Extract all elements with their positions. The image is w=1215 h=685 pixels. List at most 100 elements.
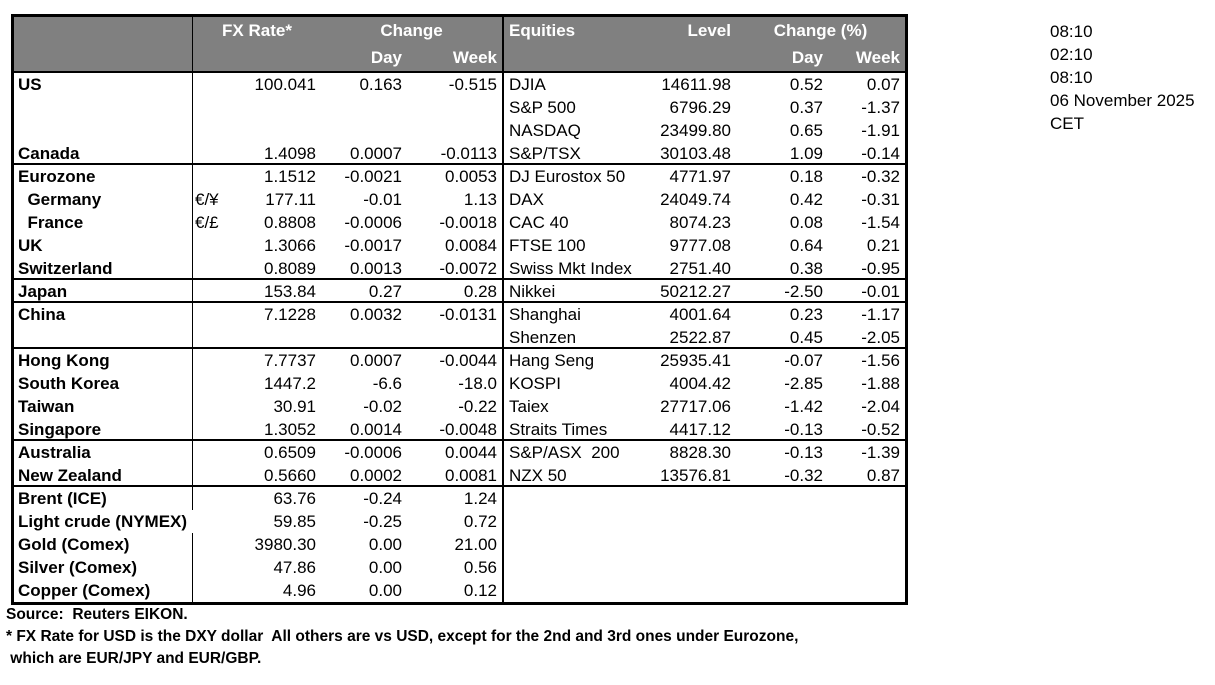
fx-week-change-value: -0.0048 [407,418,504,439]
equity-index-label: S&P 500 [509,98,576,117]
equity-day-change-value: -0.07 [784,351,823,370]
currency-pair-label [193,418,241,439]
equity-level-value: 25935.41 [660,351,731,370]
header-eq-week: Week [855,48,900,67]
table-row: Germany €/¥ 177.11 -0.01 1.13 DAX 24049.74 0.42… [14,188,905,211]
equity-index-label [504,556,646,579]
equity-index-label [504,579,646,602]
fx-day-change-value: -0.02 [363,397,402,416]
region-label: Eurozone [14,165,193,188]
fx-week-change-value: -0.0018 [407,211,504,234]
fx-week-change-value: 0.56 [407,556,504,579]
region-label: France [14,211,193,234]
currency-pair-label: €/£ [195,213,219,232]
equity-week-change-value: -1.56 [861,351,900,370]
fx-rate-value: 7.7737 [264,351,316,370]
equity-day-change-value [736,510,828,533]
fx-week-change-value: 0.12 [407,579,504,602]
equity-week-change-value: -1.39 [861,443,900,462]
equity-week-change-value [828,487,905,510]
fx-week-change-value: 1.13 [407,188,504,211]
table-row: South Korea 1447.2 -6.6 -18.0 KOSPI 4004.42 -2… [14,372,905,395]
currency-pair-label [193,441,241,464]
equity-week-change-value: -0.01 [861,282,900,301]
header-empty-cell [504,44,736,71]
equity-index-label: NZX 50 [509,466,567,485]
equity-week-change-value: 0.87 [866,466,900,485]
region-label: Brent (ICE) [14,487,193,510]
equity-index-label: S&P/TSX [509,144,581,163]
header-change: Change [321,17,504,44]
region-label: Silver (Comex) [14,556,193,579]
equity-week-change-value: -0.52 [861,420,900,439]
timestamp-line: CET [1050,114,1084,133]
fx-week-change-value: 0.72 [407,510,504,533]
equity-week-change-value: -0.14 [861,144,900,163]
equity-level-value: 50212.27 [660,282,731,301]
equity-level-value: 2751.40 [669,259,731,278]
equity-week-change-value: -2.05 [861,328,900,347]
equity-level-value [646,533,736,556]
currency-pair-label [193,73,241,96]
header-empty-cell [14,17,193,44]
fx-rate-value [241,96,321,119]
currency-pair-label [193,165,241,188]
equity-week-change-value: -0.32 [861,167,900,186]
header-fx-week: Week [407,44,504,71]
equity-day-change-value: 0.23 [789,305,823,324]
equity-week-change-value: -1.88 [861,374,900,393]
fx-day-change-value: 0.163 [359,75,402,94]
fx-day-change-value: -0.24 [363,489,402,508]
equity-index-label: S&P/ASX 200 [509,443,620,462]
equity-index-label: Nikkei [509,282,556,301]
equity-index-label: Shenzen [509,328,577,347]
equity-day-change-value: 0.65 [789,121,823,140]
region-label [14,119,193,142]
equity-week-change-value: -1.54 [861,213,900,232]
equity-day-change-value [736,533,828,556]
equity-day-change-value: 0.37 [789,98,823,117]
equity-index-label: Taiex [509,397,549,416]
header-equities: Equities [509,21,576,40]
fx-rate-value: 0.6509 [264,443,316,462]
fx-day-change-value: -0.01 [363,190,402,209]
fx-rate-value: 0.5660 [264,466,316,485]
fx-rate-value: 7.1228 [264,305,316,324]
fx-week-change-value: -18.0 [407,372,504,395]
fx-week-change-value: -0.22 [407,395,504,418]
region-label: Copper (Comex) [14,579,193,602]
equity-index-label [504,487,646,510]
fx-week-change-value: 0.28 [407,280,504,301]
currency-pair-label [193,326,241,347]
fx-week-change-value: 0.0044 [407,441,504,464]
currency-pair-label [193,487,241,510]
equity-day-change-value: -0.13 [784,420,823,439]
fx-day-change-value: 0.00 [368,535,402,554]
equity-day-change-value [736,556,828,579]
fx-rate-value: 1.3066 [264,236,316,255]
fx-rate-value: 3980.30 [254,535,316,554]
table-row: New Zealand 0.5660 0.0002 0.0081 NZX 50 13576… [14,464,905,487]
equity-week-change-value: 0.21 [866,236,900,255]
fx-week-change-value: -0.515 [407,73,504,96]
currency-pair-label [193,533,241,556]
equity-index-label: Hang Seng [509,351,595,370]
table-row: Gold (Comex) 3980.30 0.00 21.00 [14,533,905,556]
fx-rate-value: 1.1512 [264,167,316,186]
equity-level-value [646,510,736,533]
equity-week-change-value [828,510,905,533]
fx-week-change-value: 0.0084 [407,234,504,257]
fx-rate-value [241,119,321,142]
fx-week-change-value: -0.0131 [407,303,504,326]
equity-week-change-value: -0.31 [861,190,900,209]
region-label: Germany [14,188,193,211]
currency-pair-label [193,579,241,602]
equity-level-value: 4417.12 [669,420,731,439]
fx-rate-value [241,326,321,347]
region-label: Hong Kong [14,349,193,372]
equity-index-label: Shanghai [509,305,581,324]
table-row: Silver (Comex) 47.86 0.00 0.56 [14,556,905,579]
currency-pair-label [193,280,241,301]
equity-week-change-value: -2.04 [861,397,900,416]
